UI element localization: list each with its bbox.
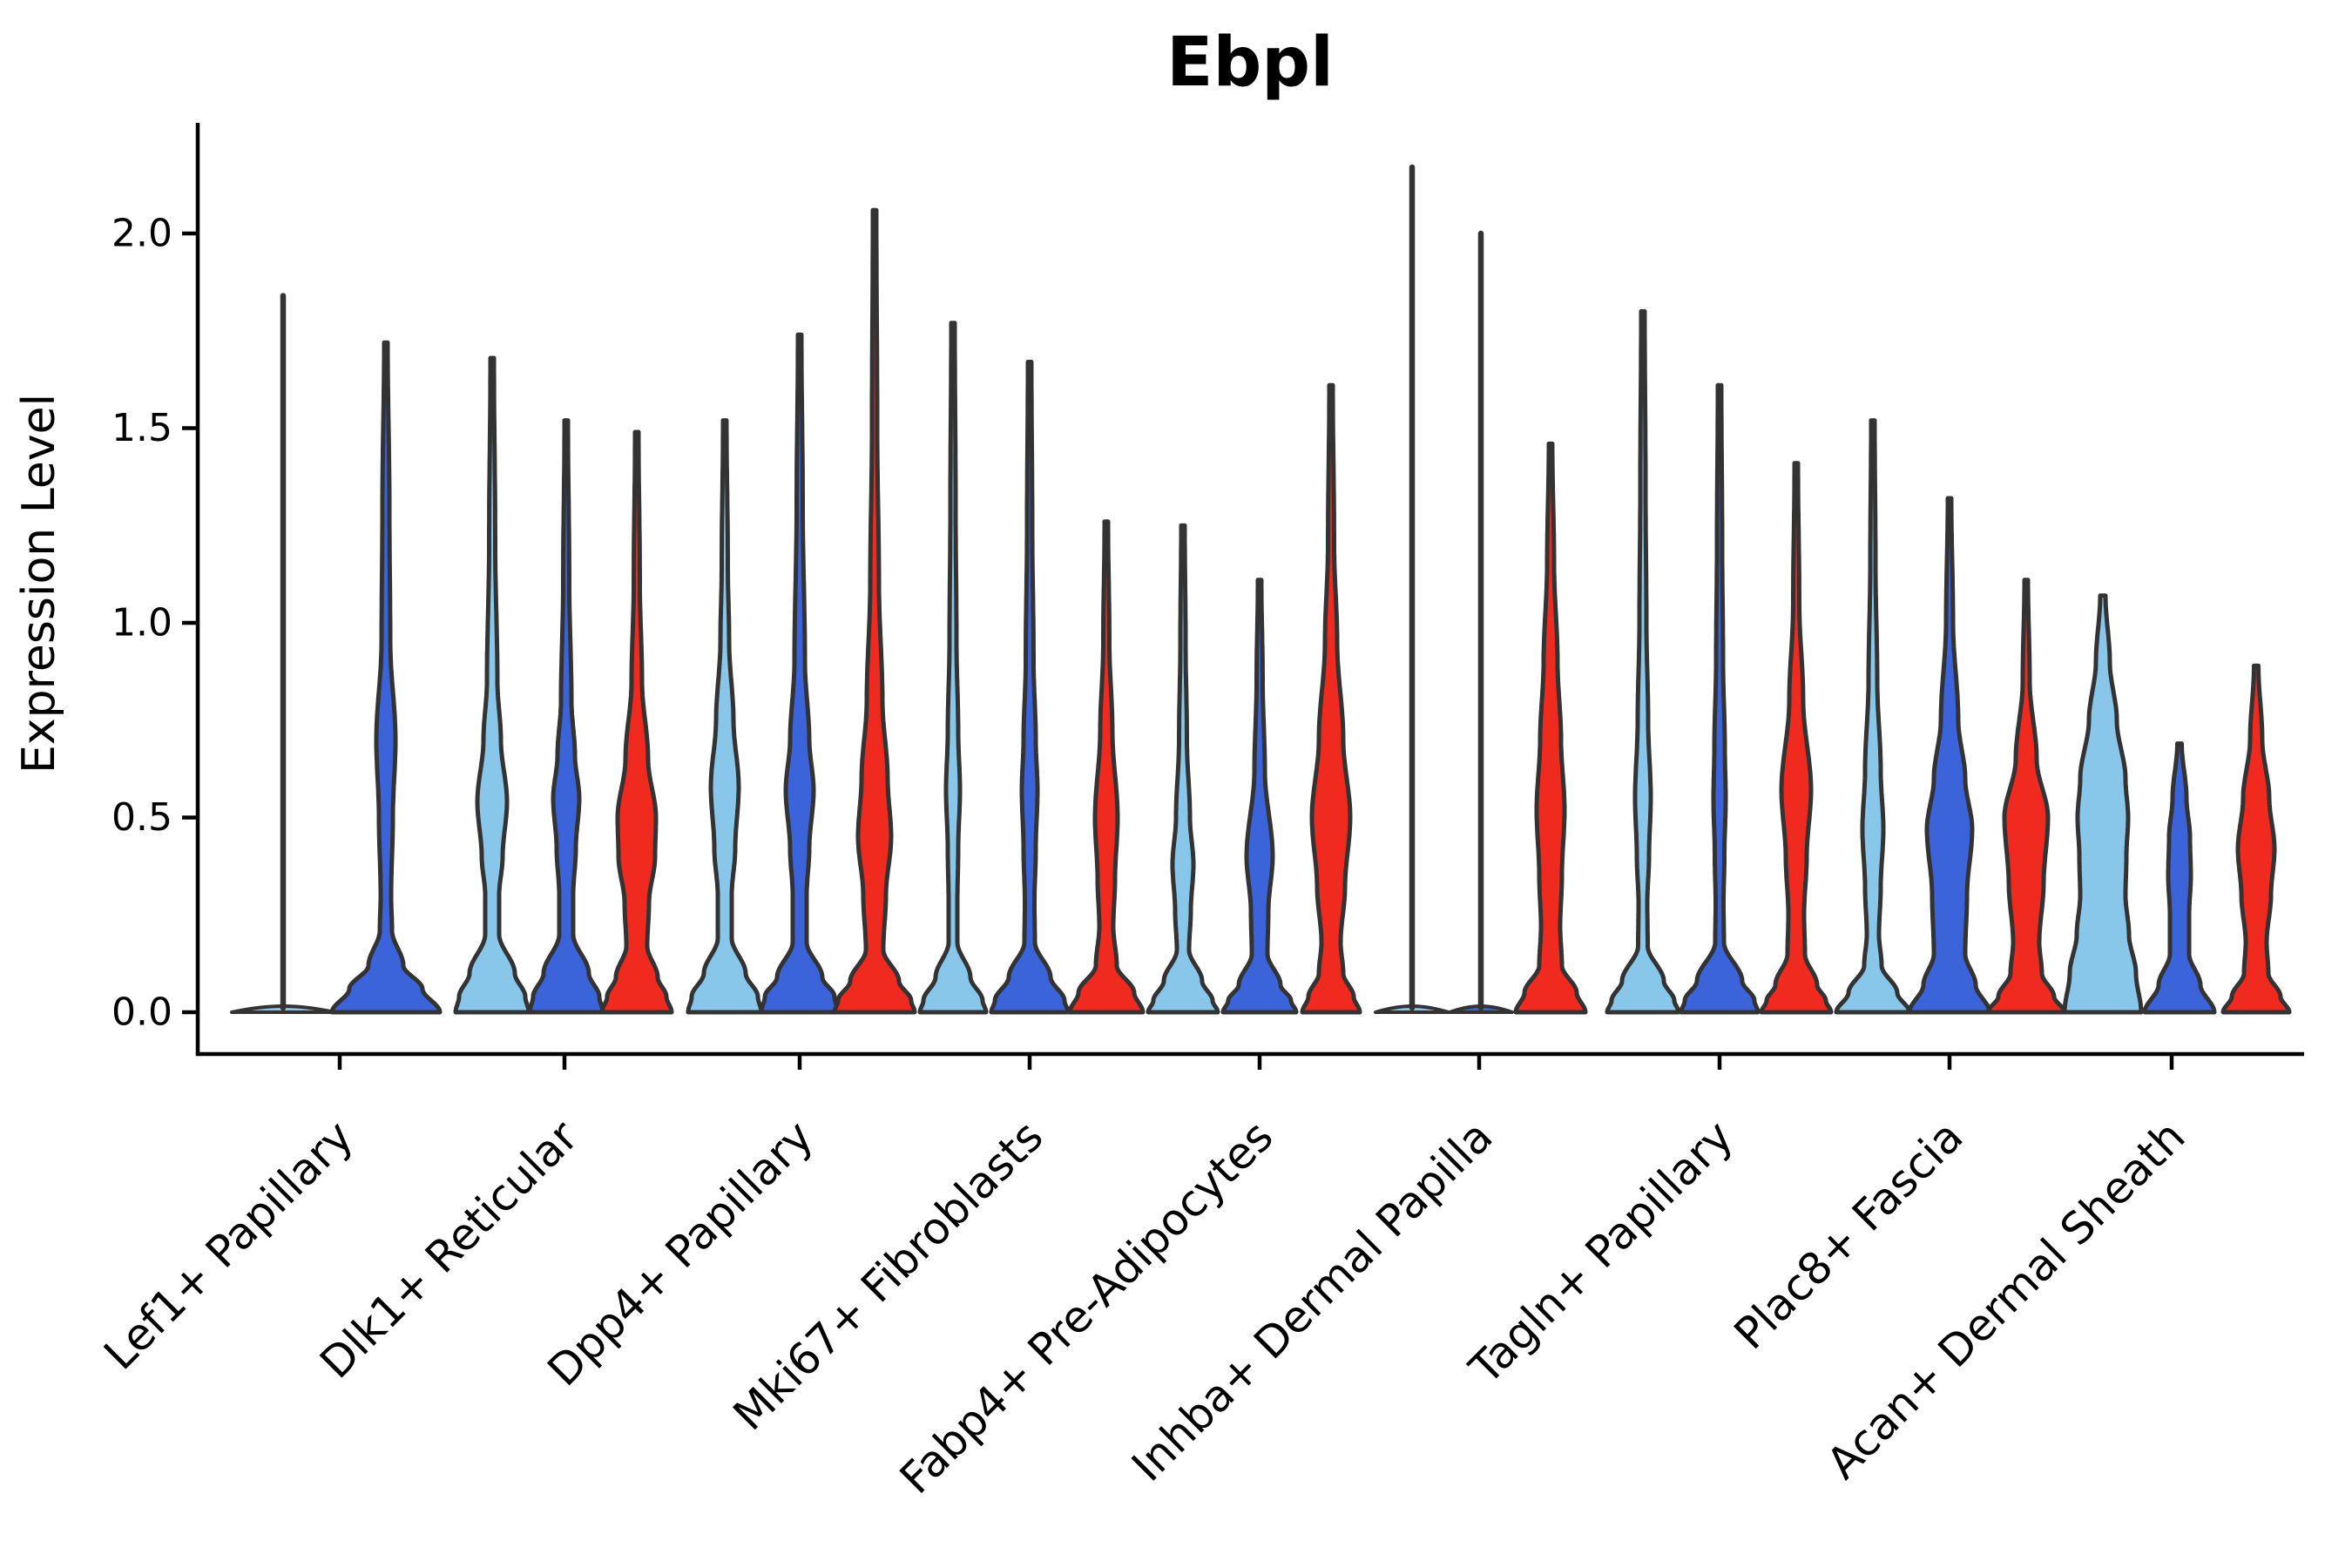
violin-mki67-light-blue <box>917 321 989 1015</box>
x-tick-label: Fabp4+ Pre-Adipocytes <box>890 1111 1283 1504</box>
x-tick-label: Inhba+ Dermal Papilla <box>1122 1111 1502 1490</box>
violin-dpp4-light-blue <box>686 418 764 1015</box>
violin-acan-red <box>2220 663 2292 1015</box>
violin-lef1-dark-blue <box>329 340 443 1015</box>
violin-fabp4-dark-blue <box>1220 578 1299 1015</box>
violin-dlk1-light-blue <box>453 355 531 1015</box>
violin-plac8-red <box>1985 578 2067 1015</box>
violin-fabp4-light-blue <box>1146 523 1220 1015</box>
chart-title: Ebpl <box>1166 24 1334 102</box>
violin-tagln-light-blue <box>1605 308 1681 1015</box>
violin-acan-dark-blue <box>2142 741 2217 1015</box>
x-tick-label: Acan+ Dermal Sheath <box>1817 1111 2195 1489</box>
y-tick-label: 1.5 <box>112 406 172 450</box>
y-axis-label: Expression Level <box>13 394 65 774</box>
y-tick-label: 2.0 <box>112 212 172 256</box>
x-tick-label: Plac8+ Fascia <box>1725 1111 1973 1359</box>
violin-dlk1-red <box>599 429 674 1015</box>
violin-dpp4-dark-blue <box>759 332 841 1015</box>
violin-acan-light-blue <box>2062 593 2144 1015</box>
y-tick-label: 0.0 <box>112 990 172 1035</box>
violin-mki67-red <box>1067 519 1146 1015</box>
violin-dpp4-red <box>832 207 917 1015</box>
violin-inhba-red <box>1513 441 1588 1015</box>
violin-fabp4-red <box>1300 382 1362 1015</box>
y-tick-label: 1.0 <box>112 601 172 645</box>
violin-mki67-dark-blue <box>989 360 1071 1015</box>
y-tick-label: 0.5 <box>112 795 172 840</box>
violin-dlk1-dark-blue <box>527 418 605 1015</box>
violin-tagln-red <box>1759 461 1834 1015</box>
violin-plac8-light-blue <box>1834 418 1912 1015</box>
x-tick-label: Tagln+ Papillary <box>1459 1111 1742 1394</box>
violin-plac8-dark-blue <box>1907 496 1992 1015</box>
violin-tagln-dark-blue <box>1679 382 1761 1015</box>
